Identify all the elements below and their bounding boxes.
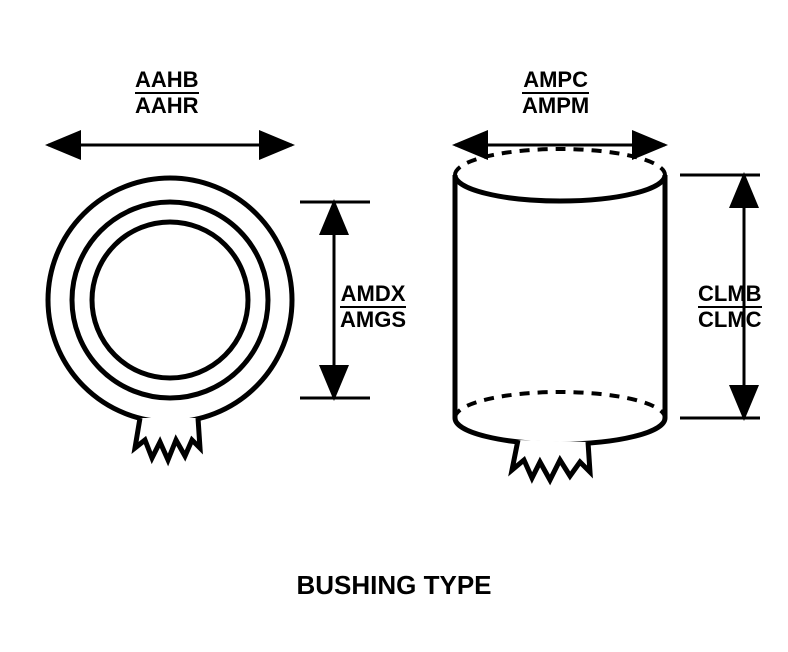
front-view [48, 178, 292, 460]
dim-label-bottom: AMPM [522, 93, 589, 118]
dim-label-ampc-ampm: AMPC AMPM [522, 68, 589, 118]
dim-label-aahb-aahr: AAHB AAHR [135, 68, 199, 118]
dim-label-top: AMDX [341, 281, 406, 306]
dim-label-top: CLMB [698, 281, 762, 306]
dim-label-top: AMPC [523, 67, 588, 92]
dim-label-bottom: CLMC [698, 307, 762, 332]
dim-label-amdx-amgs: AMDX AMGS [340, 282, 406, 332]
dim-label-top: AAHB [135, 67, 199, 92]
dim-label-bottom: AAHR [135, 93, 199, 118]
dim-label-bottom: AMGS [340, 307, 406, 332]
bushing-diagram: AAHB AAHR AMPC AMPM AMDX AMGS CLMB CLMC … [0, 0, 788, 652]
dim-label-clmb-clmc: CLMB CLMC [698, 282, 762, 332]
diagram-caption: BUSHING TYPE [0, 570, 788, 601]
side-view [455, 149, 665, 480]
